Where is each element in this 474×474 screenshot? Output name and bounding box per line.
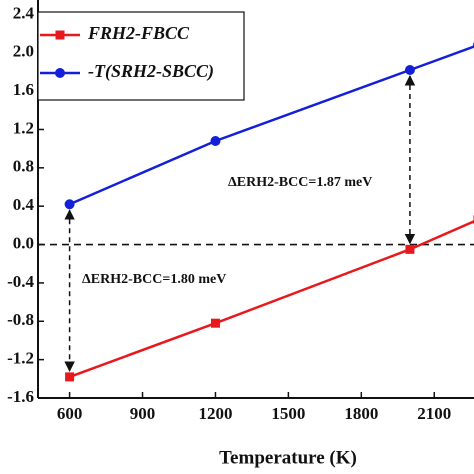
marker (64, 199, 75, 210)
marker (65, 372, 75, 382)
y-tick-label: -0.8 (7, 310, 34, 329)
annotation: ΔERH2-BCC=1.87 meV (228, 175, 372, 190)
x-tick-label: 1200 (198, 404, 232, 423)
legend-marker (55, 30, 65, 40)
x-tick-label: 2100 (417, 404, 451, 423)
y-tick-label: 2.0 (13, 42, 34, 61)
legend-marker (55, 68, 65, 78)
x-tick-label: 900 (130, 404, 156, 423)
marker (405, 244, 415, 254)
y-tick-label: 2.4 (13, 3, 35, 22)
legend-label: FRH2-FBCC (87, 23, 190, 43)
y-tick-label: -1.2 (7, 349, 34, 368)
legend-label: -T(SRH2-SBCC) (88, 61, 214, 82)
marker (404, 65, 415, 76)
legend (37, 11, 245, 101)
y-tick-label: 0.8 (13, 157, 34, 176)
marker (210, 135, 221, 146)
series-line (69, 220, 474, 379)
y-tick-label: 0.4 (13, 195, 35, 214)
y-tick-label: -1.6 (7, 387, 34, 406)
y-tick-label: -0.4 (7, 272, 34, 291)
marker (210, 318, 220, 328)
series-line (69, 45, 474, 206)
annotation: ΔERH2-BCC=1.80 meV (82, 272, 226, 287)
y-tick-label: 1.6 (13, 80, 34, 99)
x-tick-label: 1800 (344, 404, 378, 423)
x-tick-label: 1500 (271, 404, 305, 423)
x-tick-label: 600 (57, 404, 83, 423)
x-axis-label: Temperature (K) (219, 447, 357, 468)
y-tick-label: 0.0 (13, 233, 34, 252)
y-tick-label: 1.2 (13, 118, 34, 137)
